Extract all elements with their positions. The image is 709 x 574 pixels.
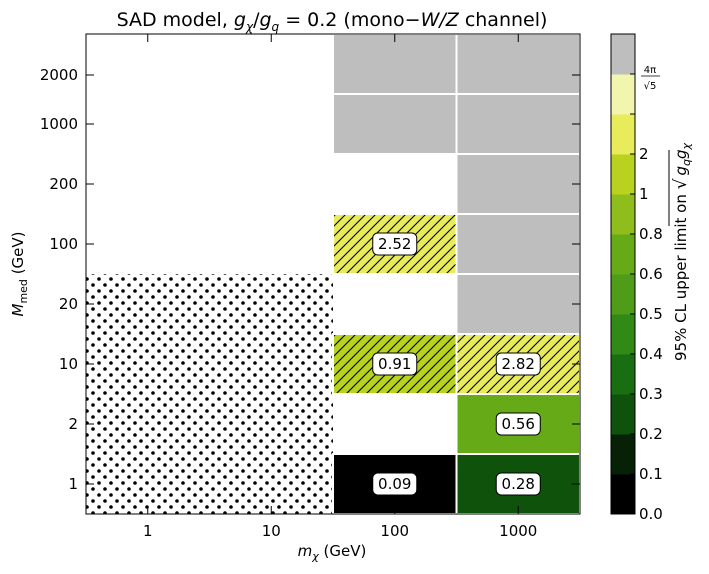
cell-value-text: 2.82	[502, 355, 535, 373]
cell-value-label: 0.09	[372, 472, 418, 496]
svg-text:95% CL upper limit on √gqgχ: 95% CL upper limit on √gqgχ	[671, 142, 693, 361]
plot-frame	[85, 33, 581, 515]
colorbar-segment	[611, 394, 635, 435]
colorbar-top-label-numerator: 4π	[644, 65, 656, 76]
y-tick-label: 2	[68, 415, 78, 433]
cell-value-box	[372, 232, 418, 256]
y-tick-label: 100	[49, 235, 78, 253]
colorbar-top-label-denominator: √5	[644, 81, 657, 92]
colorbar-tick-label: 2	[639, 145, 649, 163]
cell-value-label: 2.82	[495, 352, 541, 376]
colorbar-segment	[611, 354, 635, 395]
colorbar-tick-label: 1	[639, 185, 649, 203]
colorbar-tick-label: 0.2	[639, 425, 663, 443]
colorbar-segment	[611, 434, 635, 475]
colorbar-segment	[611, 154, 635, 195]
tick-marks	[86, 34, 580, 514]
y-axis-label: Mmed (GeV)	[9, 231, 30, 316]
heatmap-cell	[455, 153, 581, 215]
dotted-excluded-region	[86, 274, 333, 514]
colorbar-segment	[611, 274, 635, 315]
y-tick-label: 20	[59, 295, 78, 313]
x-tick-label: 1	[143, 522, 153, 540]
colorbar-segment	[611, 114, 635, 155]
cell-value-box	[495, 472, 541, 496]
heatmap-cell	[332, 33, 458, 95]
cell-value-text: 0.56	[502, 415, 535, 433]
heatmap-cell	[455, 273, 581, 335]
heatmap-cell	[332, 93, 458, 155]
cell-value-box	[372, 472, 418, 496]
colorbar-tick-label: 0.8	[639, 225, 663, 243]
cell-value-text: 2.52	[378, 235, 411, 253]
cell-value-label: 0.28	[495, 472, 541, 496]
y-tick-label: 200	[49, 175, 78, 193]
plot-cells: 0.09 0.28 0.56 0.91 2.82 2.52	[86, 33, 581, 515]
colorbar-segment	[611, 234, 635, 275]
colorbar-segment	[611, 314, 635, 355]
cell-value-box	[495, 352, 541, 376]
cell-value-label: 0.56	[495, 412, 541, 436]
y-tick-label: 1	[68, 475, 78, 493]
heatmap-cell	[455, 33, 581, 95]
heatmap-cell	[455, 213, 581, 275]
cell-value-text: 0.91	[378, 355, 411, 373]
x-tick-label: 1000	[499, 522, 537, 540]
cell-value-box	[372, 352, 418, 376]
cell-value-text: 0.28	[502, 475, 535, 493]
colorbar-tick-label: 0.6	[639, 265, 663, 283]
y-tick-label: 2000	[40, 66, 78, 84]
x-axis-label: mχ (GeV)	[298, 542, 367, 563]
heatmap-cell	[455, 93, 581, 155]
cell-value-label: 2.52	[372, 232, 418, 256]
y-tick-label: 1000	[40, 115, 78, 133]
colorbar-segment	[611, 474, 635, 515]
cell-value-box	[495, 412, 541, 436]
cell-value-text: 0.09	[378, 475, 411, 493]
colorbar-segment	[611, 194, 635, 235]
x-tick-label: 100	[380, 522, 409, 540]
colorbar-segment	[611, 74, 635, 115]
colorbar-title: 95% CL upper limit on √gqgχ	[668, 142, 693, 361]
y-tick-label: 10	[59, 355, 78, 373]
colorbar-tick-label: 0.0	[639, 505, 663, 523]
colorbar-labels: 0.0 0.1 0.2 0.3 0.4 0.5 0.6 0.8 1 2	[639, 145, 663, 523]
chart-title: SAD model, gχ/gq = 0.2 (mono−W/Z channel…	[117, 9, 548, 34]
tick-labels: 1 10 100 1000 1 2 10 20 100 200 1000 2000	[40, 66, 538, 540]
colorbar-segment	[611, 34, 635, 75]
colorbar-tick-label: 0.3	[639, 385, 663, 403]
cell-value-label: 0.91	[372, 352, 418, 376]
x-tick-label: 10	[262, 522, 281, 540]
colorbar	[610, 33, 636, 515]
colorbar-tick-label: 0.4	[639, 345, 663, 363]
colorbar-tick-label: 0.5	[639, 305, 663, 323]
colorbar-tick-label: 0.1	[639, 465, 663, 483]
